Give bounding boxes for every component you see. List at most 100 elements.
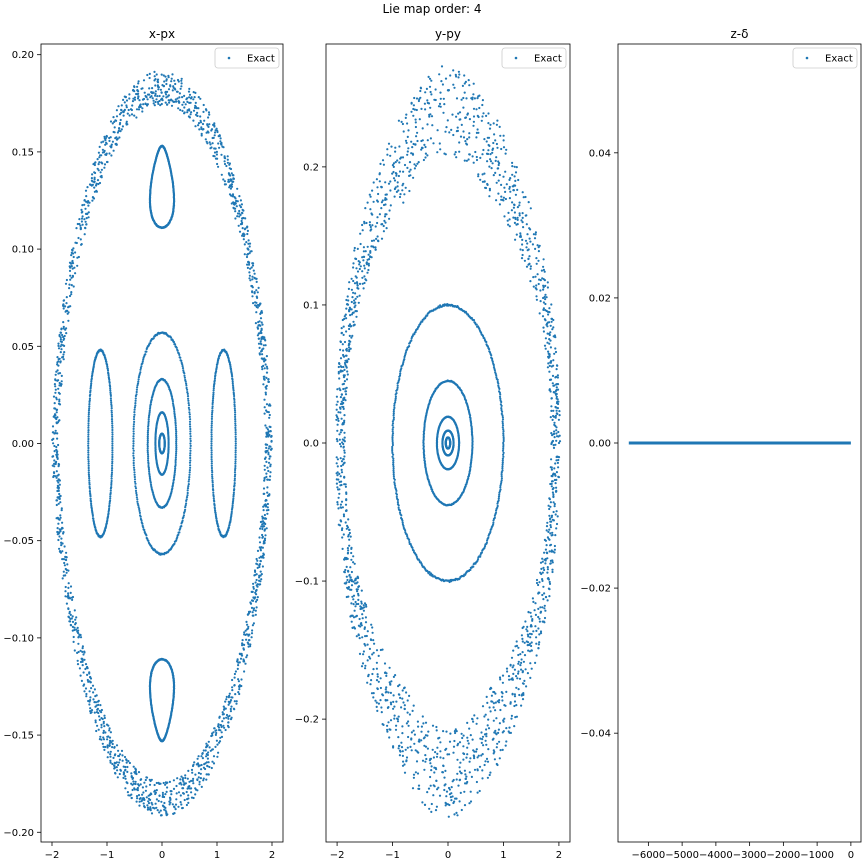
scatter-point bbox=[103, 150, 106, 154]
scatter-point bbox=[77, 636, 80, 639]
scatter-point bbox=[55, 476, 58, 479]
scatter-point bbox=[241, 639, 244, 642]
scatter-point bbox=[137, 108, 141, 111]
scatter-point bbox=[111, 442, 114, 445]
scatter-point bbox=[164, 783, 167, 786]
scatter-point bbox=[243, 643, 246, 647]
scatter-point bbox=[147, 800, 150, 803]
scatter-point bbox=[107, 376, 110, 379]
scatter-point bbox=[205, 744, 208, 748]
scatter-point bbox=[69, 305, 72, 308]
scatter-point bbox=[189, 437, 192, 440]
scatter-point bbox=[111, 433, 114, 436]
scatter-point bbox=[192, 763, 195, 766]
scatter-point bbox=[214, 745, 217, 749]
scatter-point bbox=[186, 494, 189, 497]
scatter-point bbox=[265, 376, 268, 379]
scatter-point bbox=[145, 95, 148, 98]
scatter-point bbox=[452, 442, 455, 445]
scatter-point bbox=[135, 390, 138, 394]
scatter-point bbox=[187, 785, 190, 788]
scatter-point bbox=[81, 647, 84, 650]
scatter-point bbox=[79, 226, 82, 229]
scatter-point bbox=[106, 367, 109, 370]
scatter-point bbox=[194, 773, 197, 776]
scatter-point bbox=[174, 422, 177, 425]
scatter-point bbox=[114, 137, 117, 140]
x-tick-label: −1 bbox=[100, 850, 115, 861]
scatter-point bbox=[252, 614, 255, 617]
scatter-point bbox=[94, 356, 97, 359]
scatter-point bbox=[149, 340, 152, 343]
scatter-point bbox=[245, 620, 248, 624]
scatter-point bbox=[234, 217, 237, 220]
scatter-point bbox=[138, 509, 141, 512]
scatter-point bbox=[53, 432, 56, 435]
scatter-point bbox=[180, 525, 183, 528]
scatter-point bbox=[251, 264, 255, 267]
scatter-point bbox=[502, 436, 505, 439]
scatter-point bbox=[146, 93, 150, 96]
scatter-point bbox=[103, 725, 106, 728]
scatter-point bbox=[89, 387, 92, 390]
scatter-point bbox=[68, 294, 72, 298]
scatter-point bbox=[391, 443, 394, 447]
scatter-point bbox=[95, 704, 98, 707]
scatter-point bbox=[265, 355, 268, 358]
scatter-point bbox=[260, 349, 263, 353]
scatter-point bbox=[161, 791, 164, 795]
scatter-point bbox=[171, 73, 174, 76]
scatter-point bbox=[106, 746, 109, 749]
scatter-point bbox=[177, 805, 180, 808]
scatter-point bbox=[119, 130, 122, 133]
scatter-point bbox=[120, 749, 124, 753]
scatter-point bbox=[249, 279, 252, 282]
scatter-point bbox=[70, 596, 74, 599]
scatter-point bbox=[73, 266, 76, 269]
scatter-point bbox=[233, 488, 236, 491]
scatter-point bbox=[217, 725, 220, 728]
scatter-point bbox=[214, 511, 217, 515]
scatter-point bbox=[212, 395, 215, 398]
scatter-point bbox=[99, 704, 102, 707]
scatter-point bbox=[220, 725, 223, 729]
scatter-point bbox=[408, 538, 411, 542]
scatter-point bbox=[60, 507, 63, 510]
scatter-point bbox=[109, 399, 113, 402]
scatter-point bbox=[116, 776, 119, 779]
scatter-point bbox=[187, 483, 190, 486]
scatter-point bbox=[146, 806, 150, 809]
scatter-point bbox=[89, 385, 92, 389]
scatter-point bbox=[498, 390, 501, 393]
y-tick-label: −0.10 bbox=[3, 633, 34, 644]
scatter-point bbox=[188, 471, 191, 474]
scatter-point bbox=[220, 141, 223, 145]
scatter-point bbox=[87, 466, 90, 470]
scatter-point bbox=[250, 250, 253, 253]
scatter-point bbox=[109, 387, 112, 390]
scatter-point bbox=[251, 275, 254, 278]
scatter-point bbox=[137, 95, 140, 98]
scatter-point bbox=[227, 721, 230, 724]
scatter-point bbox=[87, 435, 90, 438]
scatter-point bbox=[53, 450, 56, 453]
scatter-point bbox=[212, 385, 215, 388]
scatter-point bbox=[248, 277, 251, 280]
scatter-point bbox=[138, 374, 141, 377]
scatter-point bbox=[111, 444, 114, 447]
scatter-point bbox=[137, 783, 140, 786]
y-tick-label: 0.05 bbox=[12, 342, 34, 353]
scatter-point bbox=[90, 375, 93, 378]
scatter-point bbox=[161, 793, 164, 797]
scatter-point bbox=[55, 445, 58, 449]
scatter-point bbox=[109, 389, 112, 392]
scatter-point bbox=[216, 743, 219, 746]
scatter-point bbox=[141, 786, 144, 789]
scatter-point bbox=[149, 404, 152, 407]
scatter-point bbox=[127, 108, 130, 112]
scatter-point bbox=[106, 738, 109, 741]
scatter-point bbox=[250, 606, 254, 610]
scatter-point bbox=[85, 695, 88, 698]
scatter-point bbox=[149, 481, 152, 484]
scatter-point bbox=[174, 419, 177, 422]
